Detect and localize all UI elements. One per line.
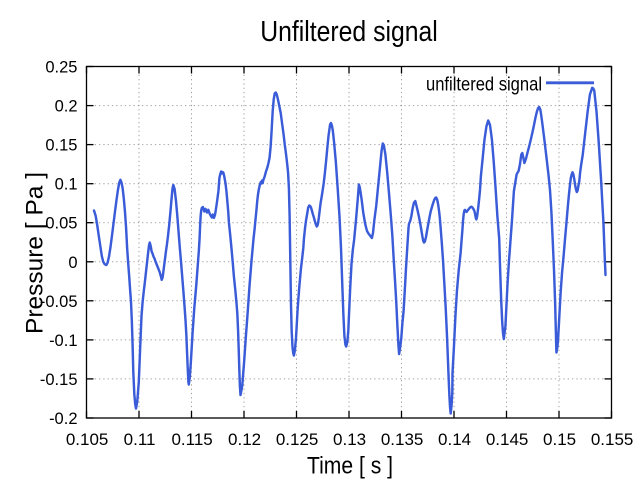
svg-text:Unfiltered signal: Unfiltered signal	[260, 16, 438, 48]
svg-text:unfiltered signal: unfiltered signal	[426, 73, 542, 95]
svg-text:0.05: 0.05	[45, 215, 77, 233]
svg-text:0.13: 0.13	[333, 430, 366, 449]
svg-text:0.15: 0.15	[45, 137, 77, 155]
svg-text:0.2: 0.2	[55, 98, 78, 116]
svg-text:0.14: 0.14	[438, 430, 471, 449]
svg-text:0.11: 0.11	[124, 430, 156, 449]
svg-text:-0.1: -0.1	[49, 332, 77, 350]
svg-text:-0.15: -0.15	[40, 371, 78, 389]
svg-text:0.115: 0.115	[171, 430, 212, 449]
svg-text:Pressure [ Pa ]: Pressure [ Pa ]	[22, 172, 49, 334]
svg-text:0.15: 0.15	[543, 430, 576, 449]
svg-text:0.1: 0.1	[55, 176, 78, 194]
svg-text:0.125: 0.125	[276, 430, 319, 449]
svg-text:-0.05: -0.05	[40, 293, 78, 311]
svg-text:0.105: 0.105	[66, 430, 109, 449]
svg-text:-0.2: -0.2	[49, 410, 77, 428]
svg-text:0: 0	[68, 254, 77, 272]
svg-text:0.155: 0.155	[591, 430, 634, 449]
svg-text:0.135: 0.135	[381, 430, 424, 449]
svg-text:0.25: 0.25	[45, 59, 77, 77]
svg-text:0.12: 0.12	[228, 430, 261, 449]
svg-text:0.145: 0.145	[486, 430, 529, 449]
svg-text:Time [ s ]: Time [ s ]	[307, 453, 393, 480]
